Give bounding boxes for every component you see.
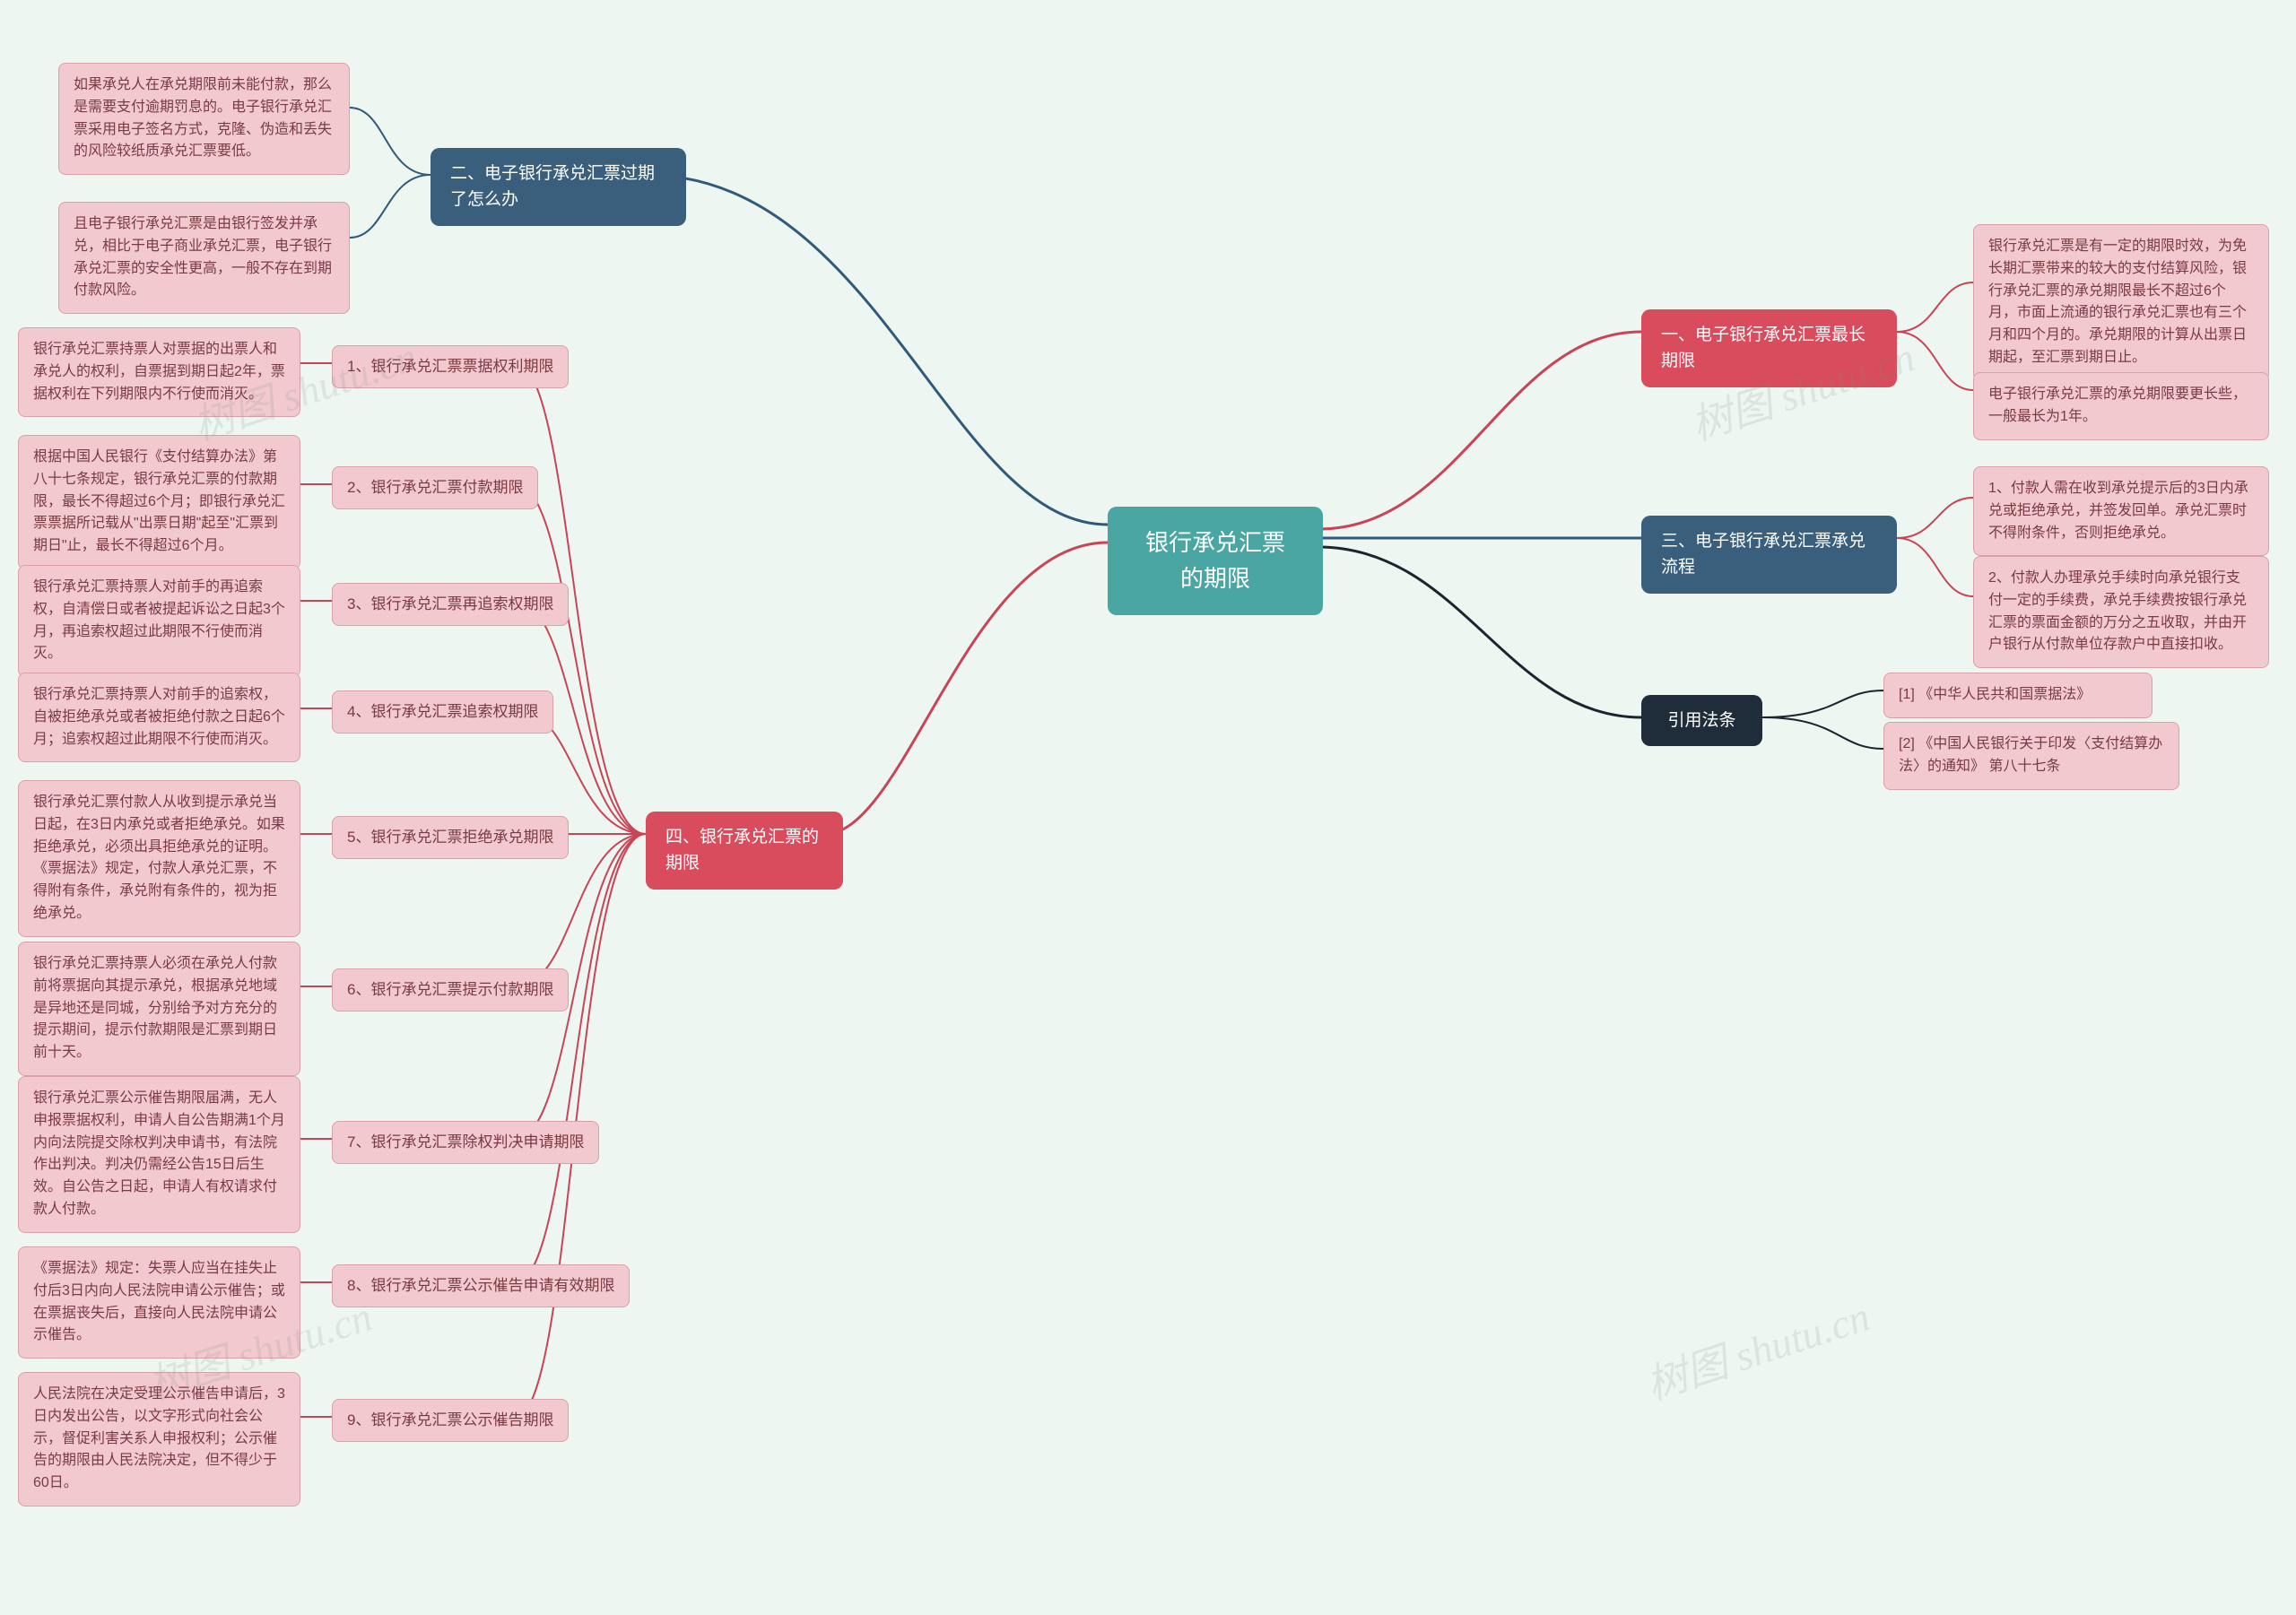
sub-3[interactable]: 3、银行承兑汇票再追索权期限 xyxy=(332,583,569,626)
branch-1-leaf-1: 银行承兑汇票是有一定的期限时效，为免长期汇票带来的较大的支付结算风险，银行承兑汇… xyxy=(1973,224,2269,381)
sub-7-leaf: 银行承兑汇票公示催告期限届满，无人申报票据权利，申请人自公告期满1个月内向法院提… xyxy=(18,1076,300,1233)
sub-1[interactable]: 1、银行承兑汇票票据权利期限 xyxy=(332,345,569,388)
branch-1-label: 一、电子银行承兑汇票最长期限 xyxy=(1661,326,1866,370)
center-label: 银行承兑汇票的期限 xyxy=(1145,529,1285,592)
sub-2-leaf: 根据中国人民银行《支付结算办法》第八十七条规定，银行承兑汇票的付款期限，最长不得… xyxy=(18,435,300,569)
sub-5[interactable]: 5、银行承兑汇票拒绝承兑期限 xyxy=(332,816,569,859)
sub-4-leaf: 银行承兑汇票持票人对前手的追索权，自被拒绝承兑或者被拒绝付款之日起6个月；追索权… xyxy=(18,673,300,762)
branch-1-leaf-2: 电子银行承兑汇票的承兑期限要更长些，一般最长为1年。 xyxy=(1973,372,2269,440)
sub-8[interactable]: 8、银行承兑汇票公示催告申请有效期限 xyxy=(332,1264,630,1307)
branch-3[interactable]: 三、电子银行承兑汇票承兑流程 xyxy=(1641,516,1897,594)
sub-9-leaf: 人民法院在决定受理公示催告申请后，3日内发出公告，以文字形式向社会公示，督促利害… xyxy=(18,1372,300,1506)
branch-4[interactable]: 四、银行承兑汇票的期限 xyxy=(646,812,843,890)
branch-1[interactable]: 一、电子银行承兑汇票最长期限 xyxy=(1641,309,1897,387)
sub-7[interactable]: 7、银行承兑汇票除权判决申请期限 xyxy=(332,1121,599,1164)
branch-3-leaf-2: 2、付款人办理承兑手续时向承兑银行支付一定的手续费，承兑手续费按银行承兑汇票的票… xyxy=(1973,556,2269,668)
citation-2: [2] 《中国人民银行关于印发〈支付结算办法〉的通知》 第八十七条 xyxy=(1883,722,2179,790)
sub-4[interactable]: 4、银行承兑汇票追索权期限 xyxy=(332,690,553,734)
watermark: 树图 shutu.cn xyxy=(1638,1284,1876,1412)
center-node[interactable]: 银行承兑汇票的期限 xyxy=(1108,507,1323,615)
branch-3-label: 三、电子银行承兑汇票承兑流程 xyxy=(1661,532,1866,577)
sub-1-leaf: 银行承兑汇票持票人对票据的出票人和承兑人的权利，自票据到期日起2年，票据权利在下… xyxy=(18,327,300,417)
sub-6-leaf: 银行承兑汇票持票人必须在承兑人付款前将票据向其提示承兑，根据承兑地域是异地还是同… xyxy=(18,942,300,1076)
citation-1: [1] 《中华人民共和国票据法》 xyxy=(1883,673,2152,718)
branch-2[interactable]: 二、电子银行承兑汇票过期了怎么办 xyxy=(430,148,686,226)
branch-3-leaf-1: 1、付款人需在收到承兑提示后的3日内承兑或拒绝承兑，并签发回单。承兑汇票时不得附… xyxy=(1973,466,2269,556)
sub-6[interactable]: 6、银行承兑汇票提示付款期限 xyxy=(332,968,569,1012)
sub-2[interactable]: 2、银行承兑汇票付款期限 xyxy=(332,466,538,509)
sub-3-leaf: 银行承兑汇票持票人对前手的再追索权，自清偿日或者被提起诉讼之日起3个月，再追索权… xyxy=(18,565,300,677)
citations-branch[interactable]: 引用法条 xyxy=(1641,695,1762,746)
sub-9[interactable]: 9、银行承兑汇票公示催告期限 xyxy=(332,1399,569,1442)
branch-4-label: 四、银行承兑汇票的期限 xyxy=(665,828,819,873)
branch-2-leaf-2: 且电子银行承兑汇票是由银行签发并承兑，相比于电子商业承兑汇票，电子银行承兑汇票的… xyxy=(58,202,350,314)
sub-5-leaf: 银行承兑汇票付款人从收到提示承兑当日起，在3日内承兑或者拒绝承兑。如果拒绝承兑，… xyxy=(18,780,300,937)
branch-2-label: 二、电子银行承兑汇票过期了怎么办 xyxy=(450,164,655,209)
branch-2-leaf-1: 如果承兑人在承兑期限前未能付款，那么是需要支付逾期罚息的。电子银行承兑汇票采用电… xyxy=(58,63,350,175)
sub-8-leaf: 《票据法》规定：失票人应当在挂失止付后3日内向人民法院申请公示催告；或在票据丧失… xyxy=(18,1246,300,1359)
citations-label: 引用法条 xyxy=(1667,711,1735,730)
